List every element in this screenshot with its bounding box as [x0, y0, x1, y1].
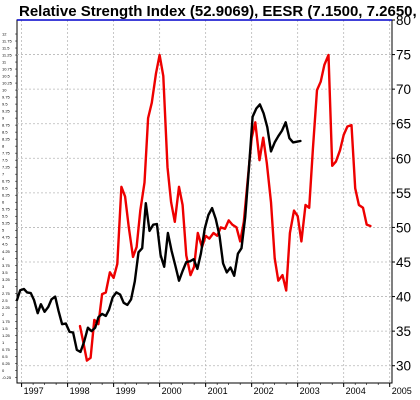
y-left-tick-label: 11.5: [2, 46, 10, 51]
series-line-2: [15, 103, 302, 354]
y-left-tick-label: 8.75: [2, 123, 11, 128]
y-left-tick-label: 6.5: [2, 186, 8, 191]
y-left-tick-label: 9.5: [2, 102, 8, 107]
y-right-tick-label: 45: [396, 255, 411, 270]
y-left-tick-label: 2.5: [2, 298, 8, 303]
y-right-tick-label: 80: [396, 13, 411, 28]
y-left-tick-label: 11.75: [2, 39, 12, 44]
y-right-tick-label: 30: [396, 359, 411, 374]
y-left-tick-label: 1.75: [2, 319, 11, 324]
y-left-tick-label: 3: [2, 284, 5, 289]
y-left-tick-label: 10.5: [2, 74, 11, 79]
axes: 1997 1998 1999 2000 2001 2002 2003 2004 20053035…: [2, 13, 412, 396]
y-left-tick-label: 9: [2, 116, 5, 121]
y-left-tick-label: 2.25: [2, 305, 11, 310]
y-left-tick-label: 7.25: [2, 165, 11, 170]
y-left-tick-label: 6.75: [2, 179, 11, 184]
x-tick-label: 2001: [208, 386, 228, 396]
y-left-tick-label: 3.75: [2, 263, 11, 268]
y-left-tick-label: 1: [2, 340, 5, 345]
y-left-tick-label: 6: [2, 200, 5, 205]
y-left-tick-label: 4.5: [2, 242, 8, 247]
x-tick-label: 2002: [254, 386, 274, 396]
x-tick-label: 2004: [346, 386, 366, 396]
y-right-tick-label: 65: [396, 117, 411, 132]
y-left-tick-label: 6.25: [2, 193, 11, 198]
y-left-tick-label: 10.75: [2, 67, 13, 72]
y-left-tick-label: 4.75: [2, 235, 11, 240]
y-left-tick-label: 5.75: [2, 207, 11, 212]
y-left-tick-label: 10.25: [2, 81, 13, 86]
y-left-tick-label: 0: [2, 368, 5, 373]
y-left-tick-label: 11.25: [2, 53, 12, 58]
x-tick-label: 2005: [392, 386, 412, 396]
y-left-tick-label: 5.25: [2, 221, 11, 226]
y-left-tick-label: -0.25: [2, 375, 12, 380]
y-left-tick-label: 9.75: [2, 95, 11, 100]
x-tick-label: 1999: [116, 386, 136, 396]
y-left-tick-label: 5.5: [2, 214, 8, 219]
y-left-tick-label: 1.25: [2, 333, 11, 338]
y-left-tick-label: 4: [2, 256, 5, 261]
y-right-tick-label: 60: [396, 151, 411, 166]
y-right-tick-label: 50: [396, 220, 411, 235]
x-tick-label: 2000: [162, 386, 182, 396]
y-left-tick-label: 3.25: [2, 277, 11, 282]
y-right-tick-label: 75: [396, 48, 411, 63]
y-left-tick-label: 0.25: [2, 361, 11, 366]
y-left-tick-label: 0.5: [2, 354, 8, 359]
y-left-tick-label: 8.25: [2, 137, 11, 142]
y-left-tick-label: 11: [2, 60, 7, 65]
y-left-tick-label: 1.5: [2, 326, 8, 331]
series-group: [15, 53, 372, 362]
y-right-tick-label: 35: [396, 324, 411, 339]
y-left-tick-label: 2.75: [2, 291, 11, 296]
y-left-tick-label: 7.5: [2, 158, 8, 163]
y-right-tick-label: 40: [396, 290, 411, 305]
y-left-tick-label: 0.75: [2, 347, 11, 352]
y-left-tick-label: 12: [2, 32, 7, 37]
series-line-1: [78, 53, 372, 362]
x-tick-label: 2003: [300, 386, 320, 396]
x-tick-label: 1998: [70, 386, 90, 396]
x-tick-label: 1997: [24, 386, 44, 396]
y-right-tick-label: 70: [396, 82, 411, 97]
y-left-tick-label: 2: [2, 312, 5, 317]
plot-area: [16, 19, 393, 384]
y-left-tick-label: 5: [2, 228, 5, 233]
chart-title: Relative Strength Index (52.9069), EESR …: [19, 3, 420, 20]
y-left-tick-label: 7: [2, 172, 5, 177]
y-left-tick-label: 8: [2, 144, 5, 149]
y-left-tick-label: 10: [2, 88, 7, 93]
y-left-tick-label: 9.25: [2, 109, 11, 114]
y-left-tick-label: 8.5: [2, 130, 8, 135]
y-right-tick-label: 55: [396, 186, 411, 201]
y-left-tick-label: 4.25: [2, 249, 11, 254]
y-left-tick-label: 7.75: [2, 151, 11, 156]
y-left-tick-label: 3.5: [2, 270, 8, 275]
